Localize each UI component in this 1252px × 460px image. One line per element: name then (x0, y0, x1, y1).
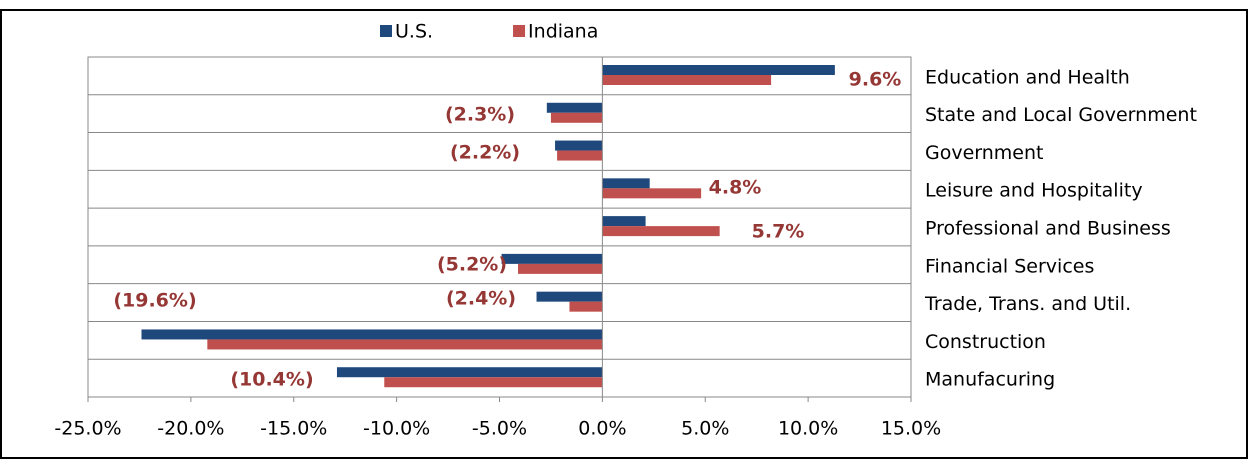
bar (546, 102, 603, 113)
annotation: (2.2%) (450, 142, 520, 164)
x-tick-label: -20.0% (157, 418, 224, 440)
annotation: (5.2%) (437, 254, 507, 276)
annotation: (2.3%) (445, 104, 515, 126)
bar (550, 112, 603, 123)
annotation: 5.7% (752, 221, 805, 243)
bar (536, 291, 603, 302)
x-tick-label: 5.0% (681, 418, 729, 440)
annotation: (19.6%) (113, 290, 196, 312)
bar (384, 377, 603, 388)
annotation: (2.4%) (446, 288, 516, 310)
category-label: State and Local Government (925, 104, 1197, 126)
x-tick-label: -25.0% (54, 418, 121, 440)
legend-swatch (513, 25, 526, 37)
bar (207, 339, 603, 350)
category-label: Construction (925, 331, 1046, 353)
x-tick-label: 15.0% (881, 418, 941, 440)
category-label: Leisure and Hospitality (925, 180, 1143, 202)
bar (602, 75, 772, 85)
annotation: 9.6% (849, 69, 902, 91)
category-label: Education and Health (925, 66, 1130, 88)
annotation: 4.8% (709, 177, 762, 199)
x-tick-label: -10.0% (363, 418, 430, 440)
bar (602, 226, 720, 237)
category-label: Professional and Business (925, 218, 1171, 240)
category-label: Government (925, 142, 1044, 164)
legend-label: Indiana (528, 21, 598, 43)
bar (141, 329, 603, 340)
bar (569, 301, 603, 312)
bar (555, 140, 603, 151)
x-tick-label: -5.0% (472, 418, 527, 440)
bar (602, 216, 646, 227)
x-tick-label: 10.0% (778, 418, 838, 440)
bar (557, 150, 603, 161)
bar (602, 178, 650, 189)
legend-swatch (380, 25, 392, 37)
legend-label: U.S. (395, 21, 433, 43)
category-label: Trade, Trans. and Util. (924, 293, 1131, 315)
annotation: (10.4%) (230, 369, 313, 391)
bar (602, 65, 835, 75)
x-tick-label: 0.0% (578, 418, 626, 440)
category-label: Financial Services (925, 255, 1094, 277)
bar (518, 263, 603, 274)
category-label: Manufacuring (925, 369, 1055, 391)
bar (602, 188, 702, 199)
x-tick-label: -15.0% (260, 418, 327, 440)
bar (501, 253, 603, 264)
bar (336, 367, 603, 378)
